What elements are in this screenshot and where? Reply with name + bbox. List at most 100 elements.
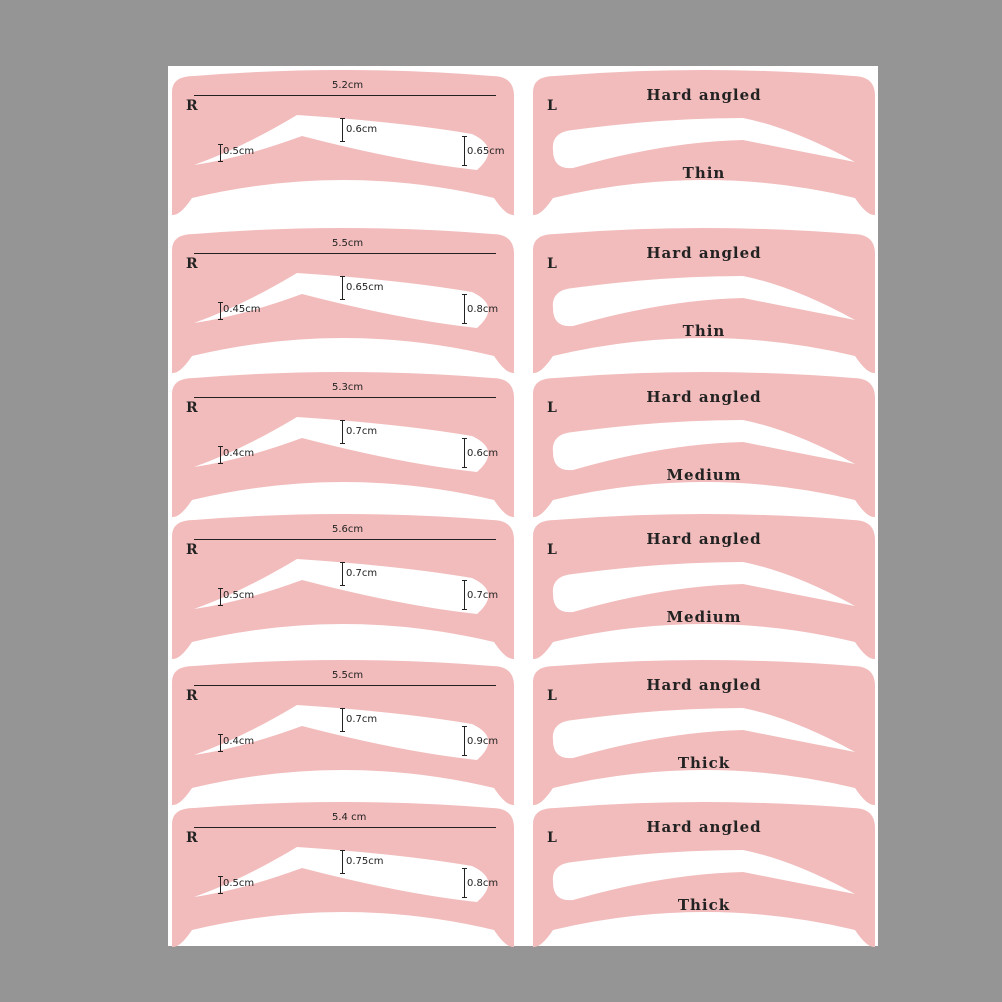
right-brow-stencil: 5.2cm R 0.5cm 0.6cm 0.65cm [172, 70, 514, 218]
middle-marker [340, 276, 345, 300]
width-label: 5.6cm [332, 524, 364, 535]
right-brow-stencil: 5.4 cm R 0.5cm 0.75cm 0.8cm [172, 802, 514, 950]
brow-cutout [552, 562, 855, 613]
middle-label: 0.75cm [346, 856, 384, 867]
style-label: Hard angled [646, 86, 762, 104]
width-label: 5.5cm [332, 670, 364, 681]
tail-marker [218, 302, 223, 320]
right-brow-stencil: 5.5cm R 0.45cm 0.65cm 0.8cm [172, 228, 514, 376]
style-label: Hard angled [646, 530, 762, 548]
head-marker [462, 726, 467, 756]
middle-marker [340, 850, 345, 874]
width-label: 5.3cm [332, 382, 364, 393]
brow-cutout [194, 273, 489, 328]
head-label: 0.6cm [467, 448, 499, 459]
right-brow-stencil: 5.5cm R 0.4cm 0.7cm 0.9cm [172, 660, 514, 808]
left-brow-stencil: Hard angled L Medium [533, 372, 875, 520]
width-label: 5.2cm [332, 80, 364, 91]
width-label: 5.4 cm [332, 812, 367, 823]
tail-marker [218, 588, 223, 606]
brow-cutout [552, 708, 855, 759]
side-label: R [186, 256, 198, 272]
left-brow-stencil: Hard angled L Thin [533, 70, 875, 218]
thickness-label: Thin [682, 164, 726, 182]
right-brow-stencil: 5.3cm R 0.4cm 0.7cm 0.6cm [172, 372, 514, 520]
stencil-shape [533, 70, 875, 216]
side-label: R [186, 830, 198, 846]
middle-marker [340, 562, 345, 586]
style-label: Hard angled [646, 244, 762, 262]
side-label: R [186, 542, 198, 558]
thickness-label: Thick [677, 754, 731, 772]
left-brow-stencil: Hard angled L Thick [533, 660, 875, 808]
brow-cutout [194, 559, 489, 614]
head-marker [462, 136, 467, 166]
width-line [194, 539, 496, 540]
left-brow-stencil: Hard angled L Medium [533, 514, 875, 662]
thickness-label: Medium [666, 608, 742, 626]
head-label: 0.7cm [467, 590, 499, 601]
tail-label: 0.5cm [223, 146, 255, 157]
tail-marker [218, 876, 223, 894]
middle-label: 0.7cm [346, 568, 378, 579]
side-label: R [186, 688, 198, 704]
middle-marker [340, 118, 345, 142]
side-label: L [547, 830, 557, 846]
tail-label: 0.4cm [223, 448, 255, 459]
thickness-label: Medium [666, 466, 742, 484]
stencil-shape [533, 228, 875, 374]
middle-label: 0.7cm [346, 426, 378, 437]
head-label: 0.9cm [467, 736, 499, 747]
middle-label: 0.65cm [346, 282, 384, 293]
tail-marker [218, 446, 223, 464]
tail-marker [218, 734, 223, 752]
head-label: 0.65cm [467, 146, 505, 157]
stencil-shape [533, 802, 875, 948]
side-label: R [186, 98, 198, 114]
brow-cutout [194, 705, 489, 760]
head-label: 0.8cm [467, 304, 499, 315]
width-label: 5.5cm [332, 238, 364, 249]
head-marker [462, 438, 467, 468]
stencil-shape [533, 514, 875, 660]
style-label: Hard angled [646, 676, 762, 694]
brow-cutout [552, 850, 855, 901]
brow-cutout [552, 118, 855, 169]
width-line [194, 397, 496, 398]
stencil-shape [533, 372, 875, 518]
width-line [194, 827, 496, 828]
tail-marker [218, 144, 223, 162]
tail-label: 0.5cm [223, 878, 255, 889]
middle-label: 0.7cm [346, 714, 378, 725]
brow-cutout [194, 115, 489, 170]
tail-label: 0.5cm [223, 590, 255, 601]
left-brow-stencil: Hard angled L Thin [533, 228, 875, 376]
width-line [194, 253, 496, 254]
head-marker [462, 868, 467, 898]
thickness-label: Thick [677, 896, 731, 914]
brow-cutout [194, 417, 489, 472]
brow-cutout [552, 420, 855, 471]
head-marker [462, 580, 467, 610]
style-label: Hard angled [646, 388, 762, 406]
head-label: 0.8cm [467, 878, 499, 889]
width-line [194, 685, 496, 686]
brow-cutout [552, 276, 855, 327]
middle-marker [340, 708, 345, 732]
middle-label: 0.6cm [346, 124, 378, 135]
brow-cutout [194, 847, 489, 902]
stencil-shape [533, 660, 875, 806]
width-line [194, 95, 496, 96]
side-label: L [547, 98, 557, 114]
right-brow-stencil: 5.6cm R 0.5cm 0.7cm 0.7cm [172, 514, 514, 662]
side-label: L [547, 400, 557, 416]
side-label: L [547, 688, 557, 704]
stencil-sheet: 5.2cm R 0.5cm 0.6cm 0.65cm 5.5cm R 0.45cm 0.65cm… [168, 66, 878, 948]
left-brow-stencil: Hard angled L Thick [533, 802, 875, 950]
tail-label: 0.4cm [223, 736, 255, 747]
side-label: R [186, 400, 198, 416]
side-label: L [547, 256, 557, 272]
side-label: L [547, 542, 557, 558]
middle-marker [340, 420, 345, 444]
head-marker [462, 294, 467, 324]
